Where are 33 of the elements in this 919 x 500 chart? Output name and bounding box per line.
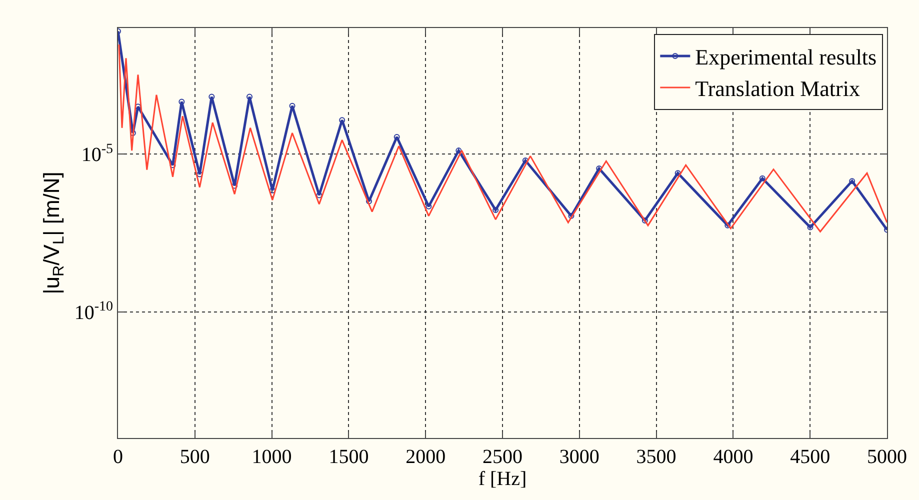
x-tick-label: 4500	[790, 446, 830, 468]
point	[642, 217, 648, 224]
legend-label: Experimental results	[695, 44, 877, 70]
point	[246, 94, 252, 100]
y-tick-label: 10$^{-10}$	[74, 299, 113, 324]
x-tick-label: 1500	[328, 446, 369, 468]
x-tick-label: 0	[113, 446, 123, 468]
y-tick-label: 10$^{-5}$	[81, 142, 113, 166]
point	[426, 203, 432, 210]
x-tick-label: 5000	[867, 446, 907, 468]
x-tick-label: 3500	[636, 446, 676, 468]
point	[289, 102, 296, 109]
legend-label: Translation Matrix	[695, 76, 860, 102]
point	[568, 212, 574, 219]
point	[596, 166, 602, 172]
x-tick-label: 500	[180, 446, 210, 468]
point	[849, 178, 856, 184]
x-tick-label: 1000	[252, 446, 292, 468]
x-tick-label: 3000	[559, 446, 600, 468]
point	[178, 98, 185, 105]
point	[674, 170, 681, 176]
x-tick-label: 4000	[713, 446, 754, 468]
point	[208, 94, 215, 100]
point	[807, 224, 814, 230]
point	[492, 206, 499, 213]
point	[456, 148, 462, 154]
x-tick-label: 2500	[482, 446, 522, 468]
point	[522, 157, 528, 164]
point	[724, 222, 731, 228]
x-tick-label: 2000	[406, 446, 446, 468]
x-axis-title: f [Hz]	[478, 468, 527, 490]
point	[316, 192, 322, 198]
point	[759, 175, 766, 182]
